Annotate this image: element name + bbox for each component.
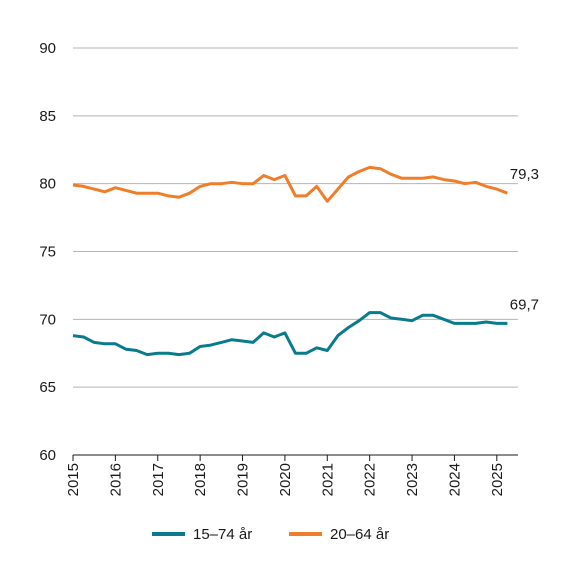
series-lines [72, 165, 508, 357]
series-line-0 [72, 311, 508, 357]
legend-label-1: 20–64 år [330, 526, 389, 543]
y-tick-label: 80 [39, 176, 56, 193]
x-tick-label: 2023 [404, 463, 421, 496]
x-tick-label: 2019 [235, 463, 252, 496]
x-tick-label: 2020 [277, 463, 294, 496]
y-tick-label: 70 [39, 311, 56, 328]
gridlines [73, 47, 518, 456]
x-tick-label: 2015 [65, 463, 82, 496]
x-tick-label: 2025 [489, 463, 506, 496]
end-label-1: 79,3 [510, 166, 539, 183]
y-tick-label: 75 [39, 244, 56, 261]
x-tick-label: 2018 [192, 463, 209, 496]
x-tick-label: 2017 [150, 463, 167, 496]
y-axis-ticks: 60 65 70 75 80 85 90 [39, 40, 56, 464]
legend-label-0: 15–74 år [193, 526, 252, 543]
x-tick-label: 2022 [362, 463, 379, 496]
y-tick-label: 90 [39, 40, 56, 57]
x-tick-label: 2024 [446, 463, 463, 496]
end-labels: 69,7 79,3 [510, 166, 539, 313]
y-tick-label: 60 [39, 447, 56, 464]
series-line-1 [72, 165, 508, 203]
x-axis: 2015 2016 2017 2018 2019 2020 2021 2022 2023 2024… [65, 455, 506, 496]
x-tick-label: 2016 [107, 463, 124, 496]
x-tick-label: 2021 [319, 463, 336, 496]
y-tick-label: 85 [39, 108, 56, 125]
y-tick-label: 65 [39, 379, 56, 396]
legend: 15–74 år 20–64 år [152, 526, 389, 543]
end-label-0: 69,7 [510, 296, 539, 313]
